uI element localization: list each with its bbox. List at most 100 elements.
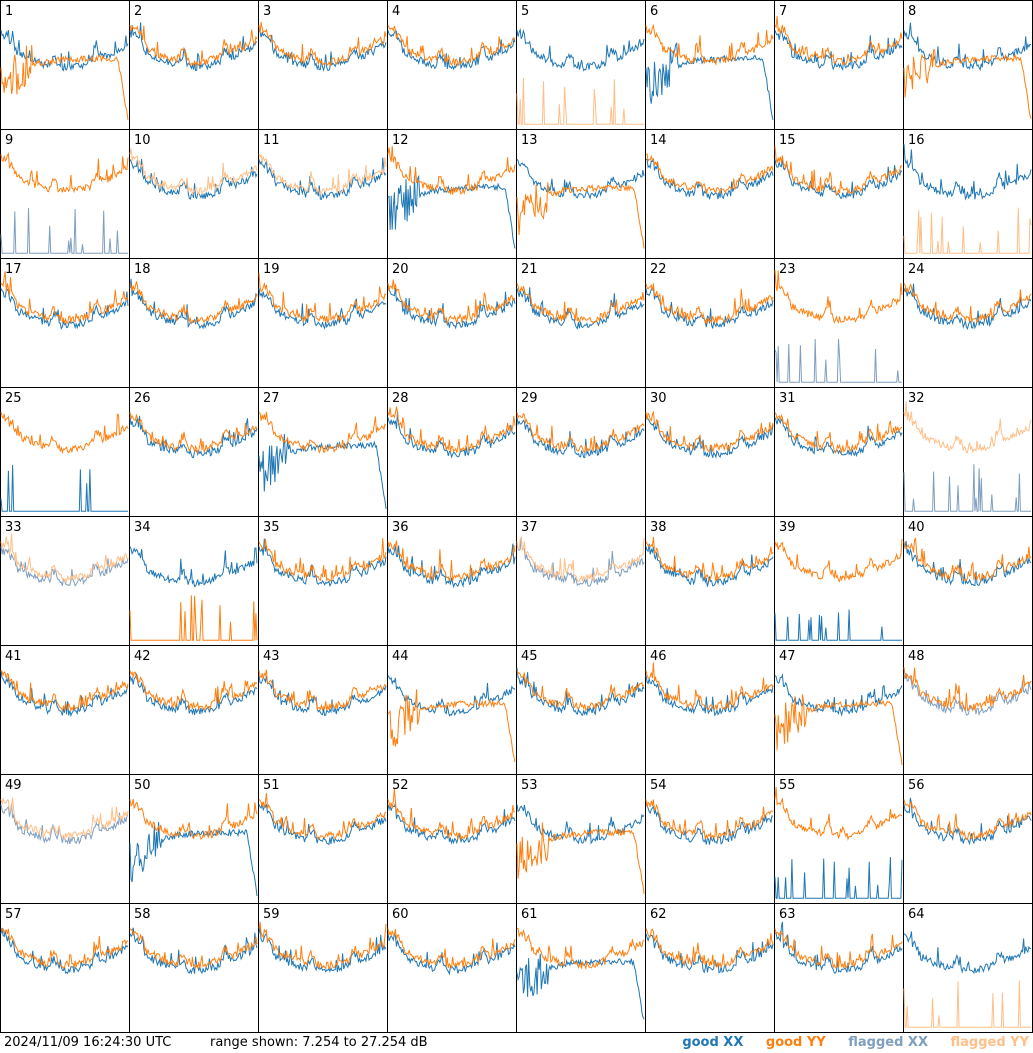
series-yy-good — [258, 669, 387, 712]
panel-label: 55 — [779, 778, 796, 793]
series-xx-good — [516, 804, 645, 845]
series-yy-good — [258, 411, 387, 454]
series-xx-good — [645, 158, 774, 200]
legend-good-yy: good YY — [765, 1035, 826, 1050]
panel-49: 49 — [0, 774, 130, 904]
series-xx-good — [387, 411, 516, 459]
series-xx-good — [129, 158, 258, 201]
series-yy-good — [0, 45, 129, 121]
panel-frame — [387, 129, 517, 259]
panel-34: 34 — [129, 516, 259, 646]
legend-flagged-xx: flagged XX — [848, 1035, 928, 1050]
panel-45: 45 — [516, 645, 646, 775]
panel-18: 18 — [129, 258, 259, 388]
series-yy-good — [774, 15, 903, 66]
legend-good-xx: good XX — [682, 1035, 744, 1050]
series-yy-good — [129, 595, 258, 641]
panel-label: 36 — [392, 520, 409, 535]
series-yy-good — [0, 927, 129, 969]
panel-57: 57 — [0, 903, 130, 1033]
series-xx-flagged — [903, 464, 1031, 512]
panel-label: 11 — [263, 133, 280, 148]
panel-label: 28 — [392, 391, 409, 406]
panel-label: 14 — [650, 133, 667, 148]
panel-label: 61 — [521, 907, 538, 922]
panel-48: 48 — [903, 645, 1033, 775]
panel-label: 39 — [779, 520, 796, 535]
panel-label: 24 — [908, 262, 925, 277]
series-xx-flagged — [0, 207, 128, 254]
panel-label: 18 — [134, 262, 151, 277]
series-xx-good — [774, 921, 903, 974]
series-xx-good — [903, 144, 1032, 201]
panel-30: 30 — [645, 387, 775, 517]
panel-frame — [516, 516, 646, 646]
panel-label: 22 — [650, 262, 667, 277]
series-xx-good — [645, 417, 774, 459]
panel-12: 12 — [387, 129, 517, 259]
panel-64: 64 — [903, 903, 1033, 1033]
panel-25: 25 — [0, 387, 130, 517]
panel-label: 45 — [521, 649, 538, 664]
series-yy-flagged — [903, 980, 1031, 1028]
panel-26: 26 — [129, 387, 259, 517]
panel-label: 40 — [908, 520, 925, 535]
panel-37: 37 — [516, 516, 646, 646]
panel-55: 55 — [774, 774, 904, 904]
panel-36: 36 — [387, 516, 517, 646]
series-xx-good — [774, 417, 903, 458]
panel-label: 29 — [521, 391, 538, 406]
series-yy-good — [258, 272, 387, 324]
series-xx-good — [0, 464, 128, 512]
panel-frame — [0, 387, 130, 517]
panel-frame — [387, 387, 517, 517]
series-yy-good — [645, 23, 774, 67]
panel-label: 10 — [134, 133, 151, 148]
panel-10: 10 — [129, 129, 259, 259]
panel-52: 52 — [387, 774, 517, 904]
panel-15: 15 — [774, 129, 904, 259]
panel-23: 23 — [774, 258, 904, 388]
footer: 2024/11/09 16:24:30 UTC range shown: 7.2… — [0, 1033, 1033, 1053]
series-yy-good — [774, 786, 903, 841]
series-xx-good — [645, 675, 774, 717]
panel-label: 2 — [134, 4, 142, 19]
panel-44: 44 — [387, 645, 517, 775]
panel-label: 35 — [263, 520, 280, 535]
panel-label: 32 — [908, 391, 925, 406]
series-xx-good — [774, 673, 903, 717]
series-xx-good — [129, 278, 258, 330]
series-xx-good — [516, 667, 645, 717]
panel-label: 41 — [5, 649, 22, 664]
series-xx-good — [258, 675, 387, 716]
panel-14: 14 — [645, 129, 775, 259]
panel-label: 50 — [134, 778, 151, 793]
series-yy-good — [774, 928, 903, 970]
panel-label: 62 — [650, 907, 667, 922]
panel-label: 53 — [521, 778, 538, 793]
panel-frame — [258, 903, 388, 1033]
panel-label: 43 — [263, 649, 280, 664]
series-yy-good — [774, 269, 903, 324]
panel-35: 35 — [258, 516, 388, 646]
panel-label: 49 — [5, 778, 22, 793]
panel-frame — [903, 903, 1033, 1033]
series-xx-good — [774, 857, 903, 899]
series-yy-good — [0, 670, 129, 713]
panel-label: 34 — [134, 520, 151, 535]
panel-label: 37 — [521, 520, 538, 535]
panel-label: 59 — [263, 907, 280, 922]
series-xx-good — [516, 417, 645, 459]
panel-frame — [258, 0, 388, 130]
series-xx-good — [129, 672, 258, 716]
series-yy-good — [903, 49, 1032, 119]
series-yy-good — [645, 153, 774, 195]
series-yy-good — [774, 146, 903, 196]
panel-frame — [0, 903, 130, 1033]
panel-label: 8 — [908, 4, 916, 19]
panel-label: 9 — [5, 133, 13, 148]
panel-label: 27 — [263, 391, 280, 406]
series-yy-good — [387, 25, 516, 67]
series-yy-good — [774, 538, 903, 583]
